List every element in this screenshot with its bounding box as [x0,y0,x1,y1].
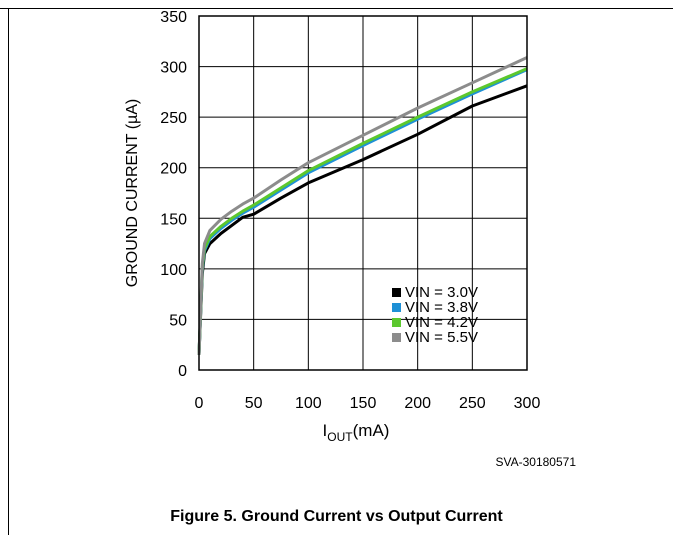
ground-current-chart: 0 50 100 150 200 250 300 350 0 50 100 150 200 250 300… [124,9,576,469]
series-line-3 [197,56,528,355]
x-axis-label-subscript: OUT [327,430,353,444]
legend-swatch-3 [392,333,401,342]
x-tick-label-2: 100 [295,395,322,412]
legend-swatch-2 [392,318,401,327]
chart-grid [198,15,528,371]
legend-label-0: VIN = 3.0V [405,284,478,301]
y-tick-label-7: 350 [160,9,187,26]
y-tick-label-0: 0 [178,363,187,380]
x-tick-label-4: 200 [404,395,431,412]
figure-caption: Figure 5. Ground Current vs Output Curre… [170,508,503,525]
y-tick-label-1: 50 [169,312,187,329]
x-tick-label-3: 150 [350,395,377,412]
plot-border [198,15,528,371]
frame-top-rule [0,8,673,9]
y-tick-label-5: 250 [160,110,187,127]
y-tick-label-6: 300 [160,60,187,77]
figure-code: SVA-30180571 [495,455,576,469]
legend-label-1: VIN = 3.8V [405,299,478,316]
legend-label-2: VIN = 4.2V [405,314,478,331]
x-axis-label: IOUT(mA) [323,421,390,444]
x-tick-label-5: 250 [459,395,486,412]
x-tick-label-6: 300 [514,395,541,412]
y-tick-label-4: 200 [160,161,187,178]
y-tick-label-2: 100 [160,262,187,279]
y-tick-label-3: 150 [160,211,187,228]
legend-swatch-1 [392,303,401,312]
legend-swatch-0 [392,288,401,297]
x-tick-labels: 0 50 100 150 200 250 300 [195,395,541,412]
chart-series [197,56,528,355]
x-axis-label-unit: (mA) [353,421,390,440]
x-tick-label-0: 0 [195,395,204,412]
y-axis-label: GROUND CURRENT (µA) [124,99,141,287]
x-axis-label-main: I [323,421,328,440]
x-tick-label-1: 50 [245,395,263,412]
y-tick-labels: 0 50 100 150 200 250 300 350 [160,9,187,380]
frame-left-rule [8,8,9,535]
legend-label-3: VIN = 5.5V [405,329,478,346]
